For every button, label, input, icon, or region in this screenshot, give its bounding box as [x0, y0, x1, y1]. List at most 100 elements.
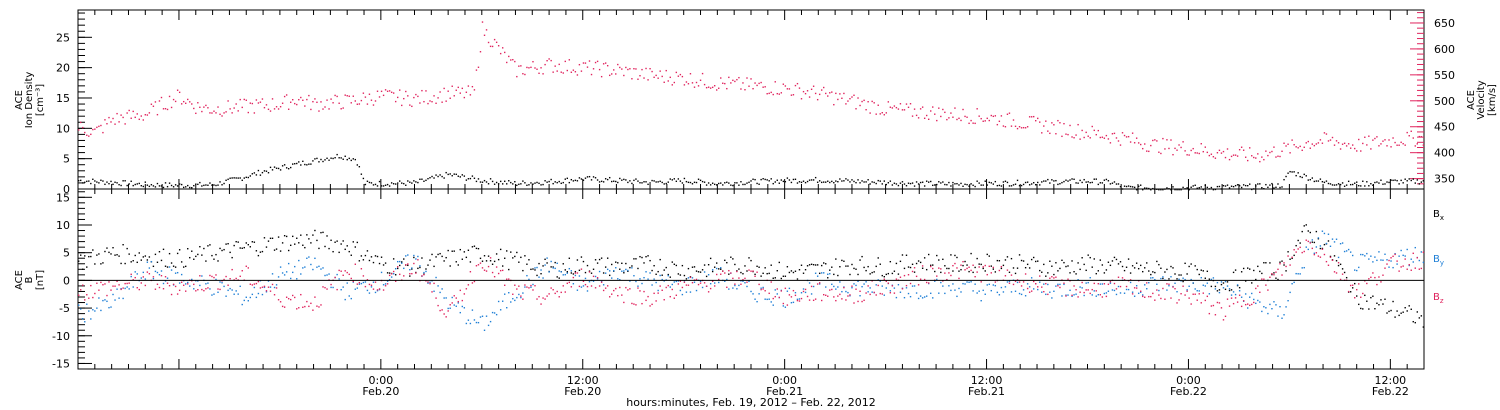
by-point — [221, 282, 223, 284]
bx-point — [681, 264, 684, 267]
bz-point — [88, 297, 90, 299]
bz-point — [1265, 284, 1267, 286]
density-point — [956, 182, 958, 185]
by-point — [84, 321, 86, 323]
velocity-point — [445, 100, 447, 102]
bz-point — [443, 313, 445, 315]
density-point — [148, 185, 151, 188]
density-point — [596, 179, 599, 181]
bx-point — [915, 262, 918, 265]
velocity-point — [568, 59, 571, 61]
density-point — [1251, 188, 1253, 191]
bz-point — [841, 298, 843, 300]
bx-point — [744, 265, 746, 267]
velocity-point — [598, 68, 601, 71]
density-point — [1206, 186, 1209, 189]
density-point — [875, 182, 877, 185]
bz-point — [576, 272, 579, 274]
bz-point — [1218, 302, 1221, 304]
density-point — [344, 155, 346, 157]
by-point — [1162, 276, 1164, 278]
velocity-point — [889, 106, 892, 108]
bz-point — [909, 282, 912, 285]
bx-point — [770, 264, 772, 266]
bx-point — [766, 272, 768, 275]
velocity-point — [1146, 150, 1148, 152]
density-point — [1279, 186, 1281, 189]
bx-point — [172, 265, 175, 267]
bx-point — [203, 247, 205, 250]
velocity-point — [1291, 139, 1293, 141]
velocity-point — [425, 90, 427, 92]
density-point — [281, 165, 284, 167]
bz-point — [936, 275, 938, 277]
by-point — [942, 285, 944, 287]
bz-point — [845, 299, 847, 301]
bx-point — [96, 254, 98, 256]
density-point — [713, 183, 716, 186]
velocity-point — [1283, 142, 1285, 144]
by-point — [132, 286, 134, 288]
bz-point — [126, 282, 128, 285]
velocity-point — [786, 88, 789, 90]
bx-point — [562, 263, 564, 265]
bx-point — [168, 252, 171, 255]
velocity-point — [1281, 150, 1283, 152]
by-point — [1131, 291, 1134, 293]
bz-point — [520, 295, 522, 297]
by-point — [1329, 245, 1332, 247]
velocity-point — [887, 101, 890, 103]
by-point — [1065, 294, 1067, 296]
bx-point — [130, 261, 132, 263]
bx-point — [475, 247, 478, 250]
by-point — [691, 277, 694, 279]
bz-point — [120, 288, 122, 291]
bx-point — [1382, 303, 1384, 305]
bz-point — [467, 284, 470, 286]
by-point — [566, 272, 568, 274]
bx-point — [148, 256, 151, 258]
bx-point — [1370, 296, 1372, 299]
by-point — [1089, 277, 1091, 279]
density-axis-label: ACE Ion Density [cm⁻³] — [14, 72, 46, 129]
bz-point — [917, 284, 920, 286]
b-label-line2: B — [24, 276, 35, 283]
velocity-point — [685, 81, 688, 83]
by-point — [281, 272, 284, 274]
by-point — [770, 301, 772, 303]
bx-point — [871, 271, 873, 274]
density-point — [536, 181, 538, 184]
by-point — [328, 273, 330, 275]
bz-point — [1077, 296, 1079, 298]
bx-point — [574, 270, 577, 273]
density-point — [425, 179, 427, 182]
bx-point — [1089, 256, 1091, 259]
bz-point — [1351, 284, 1354, 286]
bz-point — [954, 262, 956, 265]
bx-point — [193, 258, 195, 260]
bx-point — [1289, 258, 1291, 260]
density-point — [889, 180, 892, 182]
bx-point — [1049, 260, 1051, 262]
density-point — [1022, 183, 1025, 186]
velocity-point — [582, 62, 585, 64]
bx-point — [998, 260, 1001, 262]
bx-point — [905, 254, 908, 256]
velocity-point — [138, 118, 140, 121]
density-point — [623, 178, 625, 181]
bx-point — [754, 273, 756, 276]
velocity-point — [1356, 150, 1358, 152]
density-point — [617, 181, 619, 184]
by-point — [1109, 282, 1112, 284]
bz-point — [370, 284, 373, 286]
velocity-point — [390, 91, 393, 94]
bx-point — [1061, 259, 1063, 262]
by-point — [923, 296, 926, 298]
by-point — [253, 286, 256, 289]
by-point — [1285, 306, 1287, 308]
velocity-tick-label: 600 — [1434, 43, 1455, 56]
velocity-point — [1418, 135, 1421, 138]
bz-point — [374, 281, 377, 283]
velocity-point — [1420, 136, 1423, 138]
density-point — [1115, 183, 1118, 185]
